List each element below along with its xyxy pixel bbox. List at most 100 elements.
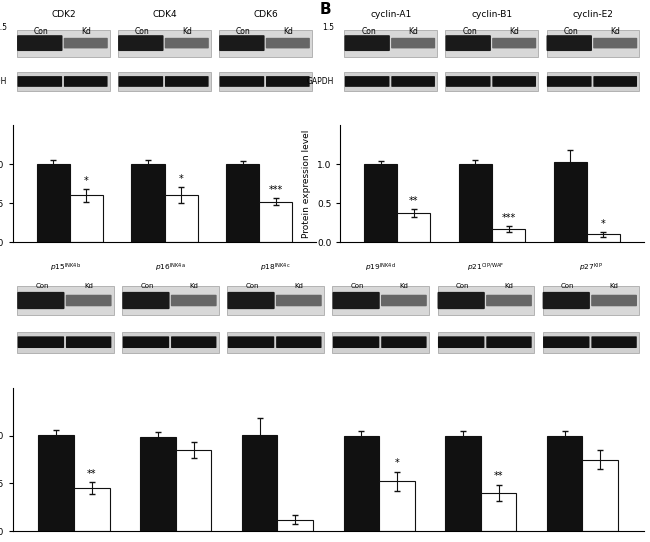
Text: Kd: Kd xyxy=(189,283,198,289)
Bar xyxy=(379,481,415,531)
Bar xyxy=(118,72,211,91)
FancyBboxPatch shape xyxy=(227,337,274,348)
Text: **: ** xyxy=(87,469,97,479)
Bar xyxy=(587,234,620,242)
Text: ***: *** xyxy=(501,212,515,223)
Bar xyxy=(17,332,114,353)
FancyBboxPatch shape xyxy=(592,337,637,348)
FancyBboxPatch shape xyxy=(219,35,265,51)
Bar xyxy=(332,332,429,353)
Bar xyxy=(364,164,397,242)
Text: $p16^{\mathrm{INK4a}}$: $p16^{\mathrm{INK4a}}$ xyxy=(155,262,186,274)
Text: Kd: Kd xyxy=(610,283,619,289)
Text: Kd: Kd xyxy=(400,283,408,289)
Bar xyxy=(70,195,103,242)
Text: *: * xyxy=(84,176,89,186)
Text: CDK4: CDK4 xyxy=(152,10,177,19)
FancyBboxPatch shape xyxy=(445,35,491,51)
Text: 1.5: 1.5 xyxy=(0,23,7,33)
Bar xyxy=(547,436,582,531)
FancyBboxPatch shape xyxy=(17,35,62,51)
Bar xyxy=(176,450,211,531)
Text: $p21^{\mathrm{CIP/WAF}}$: $p21^{\mathrm{CIP/WAF}}$ xyxy=(467,262,504,274)
FancyBboxPatch shape xyxy=(593,76,637,87)
Text: $p19^{\mathrm{INK4d}}$: $p19^{\mathrm{INK4d}}$ xyxy=(365,262,396,274)
FancyBboxPatch shape xyxy=(164,38,209,48)
Bar xyxy=(554,162,587,242)
Bar xyxy=(259,202,292,242)
FancyBboxPatch shape xyxy=(344,76,389,87)
Text: $p27^{\mathrm{KIP}}$: $p27^{\mathrm{KIP}}$ xyxy=(579,262,603,274)
Text: cyclin-B1: cyclin-B1 xyxy=(471,10,512,19)
FancyBboxPatch shape xyxy=(486,337,532,348)
Bar xyxy=(547,72,640,91)
FancyBboxPatch shape xyxy=(18,337,64,348)
Text: Kd: Kd xyxy=(504,283,514,289)
Bar xyxy=(17,72,110,91)
Bar xyxy=(543,286,640,315)
Bar xyxy=(219,30,312,56)
Text: GAPDH: GAPDH xyxy=(307,77,334,86)
Bar xyxy=(481,493,516,531)
Text: 1.5: 1.5 xyxy=(322,23,334,33)
FancyBboxPatch shape xyxy=(547,35,592,51)
Text: Kd: Kd xyxy=(610,27,620,36)
Bar xyxy=(397,213,430,242)
FancyBboxPatch shape xyxy=(18,76,62,87)
Text: CDK6: CDK6 xyxy=(254,10,278,19)
Text: Kd: Kd xyxy=(509,27,519,36)
FancyBboxPatch shape xyxy=(391,38,435,48)
Bar xyxy=(459,164,492,242)
FancyBboxPatch shape xyxy=(591,295,637,306)
Text: Con: Con xyxy=(462,27,477,36)
FancyBboxPatch shape xyxy=(547,76,592,87)
FancyBboxPatch shape xyxy=(344,35,390,51)
Bar xyxy=(219,72,312,91)
FancyBboxPatch shape xyxy=(332,292,380,309)
FancyBboxPatch shape xyxy=(123,337,169,348)
FancyBboxPatch shape xyxy=(438,337,484,348)
Text: cyclin-A1: cyclin-A1 xyxy=(370,10,411,19)
Y-axis label: Protein expression level: Protein expression level xyxy=(302,130,311,238)
Bar xyxy=(582,460,618,531)
FancyBboxPatch shape xyxy=(543,292,590,309)
Bar xyxy=(445,30,538,56)
Text: CDK2: CDK2 xyxy=(51,10,76,19)
Bar xyxy=(492,229,525,242)
Text: cyclin-E2: cyclin-E2 xyxy=(573,10,614,19)
Text: *: * xyxy=(395,458,399,468)
Text: Con: Con xyxy=(246,283,259,289)
Text: $p18^{\mathrm{INK4c}}$: $p18^{\mathrm{INK4c}}$ xyxy=(261,262,291,274)
FancyBboxPatch shape xyxy=(446,76,491,87)
Bar xyxy=(17,286,114,315)
FancyBboxPatch shape xyxy=(333,337,380,348)
FancyBboxPatch shape xyxy=(391,76,435,87)
FancyBboxPatch shape xyxy=(118,35,164,51)
FancyBboxPatch shape xyxy=(171,337,216,348)
Bar xyxy=(437,286,534,315)
FancyBboxPatch shape xyxy=(165,76,209,87)
FancyBboxPatch shape xyxy=(171,295,216,306)
Text: Con: Con xyxy=(351,283,365,289)
Text: ***: *** xyxy=(268,184,283,195)
FancyBboxPatch shape xyxy=(381,337,426,348)
Text: $p15^{\mathrm{INK4b}}$: $p15^{\mathrm{INK4b}}$ xyxy=(50,262,81,274)
Bar xyxy=(344,72,437,91)
Bar xyxy=(140,437,176,531)
FancyBboxPatch shape xyxy=(276,337,322,348)
Bar xyxy=(164,195,198,242)
Bar xyxy=(226,164,259,242)
Text: *: * xyxy=(601,219,606,229)
Text: Con: Con xyxy=(135,27,150,36)
FancyBboxPatch shape xyxy=(266,76,309,87)
Bar xyxy=(543,332,640,353)
FancyBboxPatch shape xyxy=(64,76,108,87)
Bar xyxy=(227,332,324,353)
Text: **: ** xyxy=(409,196,419,207)
Bar xyxy=(445,436,481,531)
Bar xyxy=(118,30,211,56)
FancyBboxPatch shape xyxy=(543,337,590,348)
Bar xyxy=(74,488,110,531)
Text: Con: Con xyxy=(236,27,251,36)
Text: Con: Con xyxy=(564,27,578,36)
